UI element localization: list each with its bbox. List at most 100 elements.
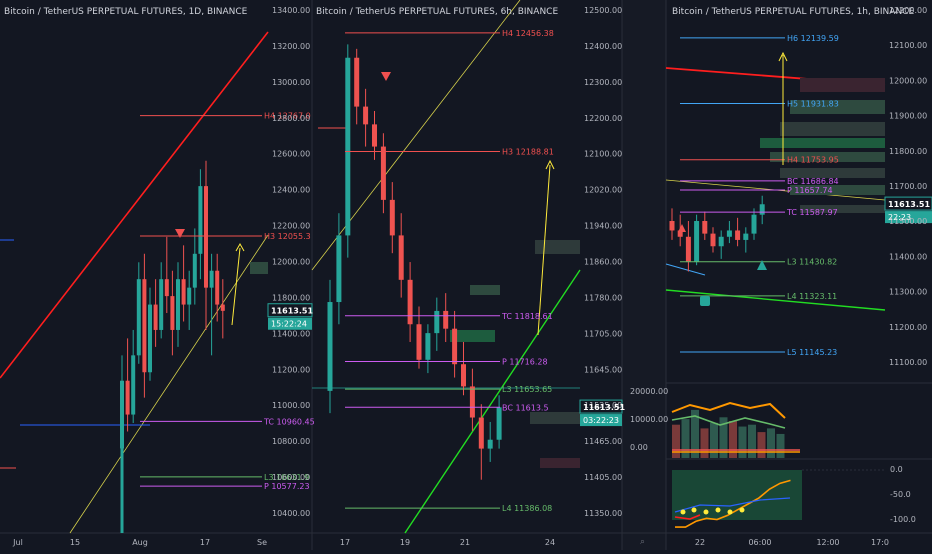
- candle-body: [443, 310, 449, 329]
- trend-channel-line: [0, 31, 269, 379]
- pivot-level-label: P 11716.28: [502, 358, 548, 367]
- price-axis-tick: 12200.00: [272, 222, 310, 231]
- volume-bar: [719, 417, 728, 458]
- pivot-level-label: H3 12188.81: [502, 147, 554, 156]
- price-axis-tick: 11525.00: [584, 401, 622, 410]
- price-axis-tick: 12500.00: [584, 6, 622, 15]
- candle-body: [702, 220, 708, 234]
- oscillator-dot: [680, 509, 686, 515]
- price-axis-tick: 11700.00: [889, 182, 927, 191]
- candle-body: [726, 230, 732, 237]
- price-badge-bg: [267, 303, 313, 318]
- price-axis-tick: 11800.00: [889, 147, 927, 156]
- time-axis-tick: 22: [695, 538, 705, 547]
- volume-profile-bar: [250, 262, 268, 274]
- pivot-level-label: H5 11931.83: [787, 100, 839, 109]
- alert-marker: [700, 296, 710, 306]
- price-axis-tick: 11300.00: [889, 288, 927, 297]
- oscillator-axis-tick: -100.0: [890, 515, 916, 524]
- candle-body: [718, 236, 724, 247]
- pivot-level-label: L3 10631.9: [264, 473, 309, 482]
- projection-arrow: [231, 247, 241, 326]
- price-axis-tick: 11100.00: [889, 358, 927, 367]
- price-axis-tick: 11860.00: [584, 258, 622, 267]
- projection-arrow-head: [545, 159, 555, 170]
- zoom-icon[interactable]: ⌕: [640, 537, 645, 547]
- price-axis-tick: 12400.00: [272, 186, 310, 195]
- pivot-level-label: H4 11753.95: [787, 156, 839, 165]
- price-axis-tick: 12100.00: [584, 150, 622, 159]
- volume-profile-bar: [535, 240, 580, 254]
- candle-body: [220, 304, 225, 311]
- candle-body: [136, 279, 141, 356]
- pivot-level-label: TC 11818.61: [501, 312, 553, 321]
- oscillator-line: [675, 479, 791, 528]
- volume-bar: [672, 424, 680, 458]
- time-axis-tick: Se: [257, 538, 267, 547]
- price-axis-tick: 12800.00: [272, 114, 310, 123]
- pivot-level-label: BC 11686.84: [787, 177, 839, 186]
- projection-arrow-head: [778, 51, 788, 62]
- projection-arrow: [537, 164, 551, 336]
- pivot-level-label: L4 11323.11: [787, 292, 837, 301]
- oscillator-dot: [691, 507, 697, 513]
- volume-profile-bar: [790, 100, 885, 114]
- oscillator-dot: [739, 507, 745, 513]
- candle-body: [669, 220, 675, 231]
- time-axis-tick: 17:0: [871, 538, 889, 547]
- price-axis-tick: 12000.00: [889, 76, 927, 85]
- countdown-badge-bg: [268, 317, 312, 330]
- price-axis-tick: 11400.00: [272, 329, 310, 338]
- current-price-label: 11613.51: [271, 307, 313, 316]
- volume-profile-bar: [780, 122, 885, 136]
- oscillator-axis-tick: -50.0: [890, 490, 911, 499]
- pivot-level-label: L3 11653.65: [502, 385, 552, 394]
- pivot-level-label: TC 10960.45: [263, 417, 315, 426]
- candle-body: [159, 279, 164, 330]
- price-axis-tick: 12200.00: [584, 114, 622, 123]
- trendline: [665, 263, 706, 276]
- volume-bar: [767, 428, 775, 458]
- candle-body: [142, 279, 147, 373]
- volume-bar: [748, 424, 756, 458]
- oscillator-dot: [727, 509, 733, 515]
- price-axis-tick: 11705.00: [584, 329, 622, 338]
- candle-body: [198, 186, 203, 254]
- candle-body: [452, 328, 458, 365]
- price-badge-bg: [884, 196, 932, 211]
- time-axis-tick: 17: [340, 538, 350, 547]
- candle-body: [345, 57, 351, 236]
- bar-countdown: 22:23: [888, 213, 911, 222]
- candle-body: [735, 230, 741, 240]
- volume-profile-bar: [800, 78, 885, 92]
- price-axis-tick: 11200.00: [272, 365, 310, 374]
- price-axis-tick: 11780.00: [584, 293, 622, 302]
- price-axis-tick: 13200.00: [272, 42, 310, 51]
- candle-body: [354, 57, 360, 107]
- candle-body: [685, 236, 691, 263]
- pivot-level-label: H6 12139.59: [787, 34, 839, 43]
- price-axis-tick: 10600.00: [272, 473, 310, 482]
- price-axis-tick: 13000.00: [272, 78, 310, 87]
- pivot-level-label: L3 11430.82: [787, 258, 837, 267]
- volume-axis-tick: 10000.00: [630, 415, 668, 424]
- chart-title: Bitcoin / TetherUS PERPETUAL FUTURES, 6h…: [316, 7, 558, 17]
- volume-profile-bar: [450, 330, 495, 342]
- volume-profile-bar: [790, 185, 885, 195]
- volume-profile-bar: [760, 138, 885, 148]
- oscillator-axis-tick: 0.0: [890, 465, 903, 474]
- current-price-label: 11613.51: [583, 403, 625, 412]
- trend-support-line: [665, 289, 886, 311]
- volume-ma-line: [671, 415, 786, 429]
- volume-ma-line: [671, 401, 786, 419]
- time-axis-tick: 06:00: [748, 538, 771, 547]
- price-axis-tick: 12020.00: [584, 186, 622, 195]
- candle-body: [434, 310, 440, 334]
- price-axis-tick: 10400.00: [272, 509, 310, 518]
- candle-body: [487, 439, 493, 449]
- candle-body: [461, 364, 466, 387]
- candle-body: [120, 380, 124, 449]
- price-axis-tick: 11405.00: [584, 473, 622, 482]
